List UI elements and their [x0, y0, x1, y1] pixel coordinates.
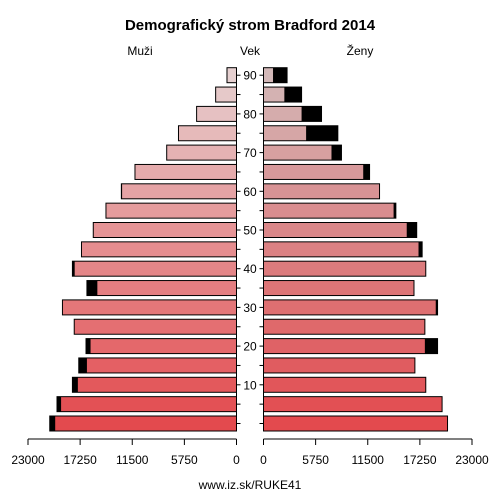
female-bar-0-4: [263, 416, 448, 431]
footer-source: www.iz.sk/RUKE41: [198, 478, 302, 492]
female-excess-bar-55-59: [393, 203, 396, 219]
female-excess-bar-30-34: [435, 299, 438, 315]
x-tick-label-right: 17250: [403, 453, 437, 467]
female-bar-5-9: [263, 396, 443, 412]
x-tick-label-right: 5750: [302, 453, 329, 467]
male-excess-bar-35-39: [86, 280, 98, 296]
x-tick-label-left: 11500: [116, 453, 149, 467]
male-bar-80-84: [196, 106, 237, 122]
axes-layer: 10 20 30 40 50 60 70 80 90 23000 17250 11500 5750 0 0 5…: [11, 69, 489, 467]
female-excess-bar-45-49: [418, 241, 423, 257]
female-excess-bar-90+: [273, 67, 288, 83]
male-bar-60-64: [121, 183, 237, 199]
female-bar-15-19: [263, 357, 415, 373]
female-bar-65-69: [263, 164, 370, 180]
female-bar-50-54: [263, 222, 417, 238]
male-bar-70-74: [166, 145, 237, 161]
female-excess-bar-80-84: [301, 106, 322, 122]
female-bar-35-39: [263, 280, 414, 296]
age-label: 50: [243, 224, 257, 238]
male-excess-bar-10-14: [72, 377, 78, 393]
female-excess-bar-70-74: [331, 145, 342, 161]
age-label: 80: [243, 107, 257, 121]
male-bar-15-19: [78, 357, 237, 373]
male-bar-5-9: [57, 396, 237, 412]
center-label: Vek: [240, 44, 261, 58]
male-bar-55-59: [105, 203, 237, 219]
female-bar-55-59: [263, 203, 396, 219]
female-excess-bar-85-89: [284, 87, 302, 103]
female-bar-70-74: [263, 145, 342, 161]
chart-title: Demografický strom Bradford 2014: [125, 17, 376, 34]
male-bar-35-39: [86, 280, 237, 296]
male-bar-75-79: [178, 125, 237, 141]
male-excess-bar-40-44: [72, 261, 75, 277]
right-label: Ženy: [347, 43, 374, 58]
female-bar-30-34: [263, 299, 438, 315]
male-bar-30-34: [62, 299, 237, 315]
male-bar-10-14: [72, 377, 237, 393]
female-bar-20-24: [263, 338, 438, 354]
left-label: Muži: [127, 44, 152, 58]
age-label: 10: [243, 378, 257, 392]
male-bar-85-89: [215, 87, 237, 103]
male-excess-bar-0-4: [49, 416, 56, 431]
female-bar-10-14: [263, 377, 426, 393]
age-label: 70: [243, 146, 257, 160]
x-tick-label-left: 17250: [63, 453, 97, 467]
age-label: 20: [243, 340, 257, 354]
x-tick-label-left: 23000: [11, 453, 45, 467]
bars-layer: [49, 67, 449, 432]
age-label: 40: [243, 262, 257, 276]
female-excess-bar-20-24: [424, 338, 438, 354]
age-label: 30: [243, 301, 257, 315]
female-bar-45-49: [263, 241, 423, 257]
age-label: 90: [243, 69, 257, 83]
female-bar-25-29: [263, 319, 425, 335]
male-bar-50-54: [93, 222, 237, 238]
female-bar-40-44: [263, 261, 426, 277]
male-bar-25-29: [74, 319, 237, 335]
female-excess-bar-75-79: [306, 125, 338, 141]
female-bar-60-64: [263, 183, 380, 199]
male-bar-90+: [226, 67, 237, 83]
x-tick-label-right: 0: [260, 453, 267, 467]
male-excess-bar-15-19: [78, 357, 87, 373]
male-bar-40-44: [72, 261, 237, 277]
male-bar-0-4: [49, 416, 237, 431]
male-excess-bar-20-24: [86, 338, 91, 354]
age-label: 60: [243, 185, 257, 199]
male-excess-bar-5-9: [57, 396, 62, 412]
x-tick-label-left: 5750: [171, 453, 198, 467]
x-tick-label-right: 11500: [352, 453, 385, 467]
female-excess-bar-65-69: [363, 164, 370, 180]
male-bar-45-49: [81, 241, 237, 257]
x-tick-label-left: 0: [233, 453, 240, 467]
male-bar-65-69: [134, 164, 237, 180]
male-bar-20-24: [86, 338, 237, 354]
x-tick-label-right: 23000: [455, 453, 489, 467]
female-excess-bar-50-54: [406, 222, 417, 238]
